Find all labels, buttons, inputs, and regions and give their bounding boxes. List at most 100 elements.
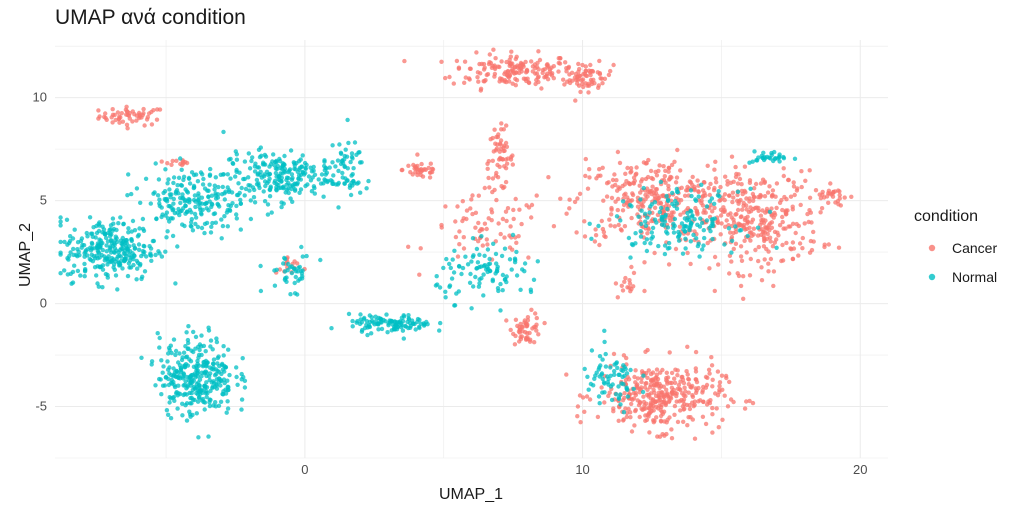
point-normal: [399, 315, 405, 320]
chart-title: UMAP ανά condition: [55, 6, 246, 29]
point-normal: [215, 192, 221, 197]
point-normal: [297, 190, 302, 195]
point-normal: [700, 247, 705, 252]
point-normal: [586, 387, 591, 392]
point-normal: [166, 351, 171, 356]
point-cancer: [730, 199, 735, 205]
point-cancer: [640, 177, 645, 182]
point-cancer: [643, 197, 648, 202]
point-cancer: [643, 418, 648, 423]
point-normal: [509, 267, 514, 272]
point-normal: [514, 249, 519, 255]
point-normal: [234, 203, 239, 209]
point-cancer: [681, 210, 686, 215]
point-cancer: [462, 59, 468, 64]
point-normal: [58, 223, 63, 228]
point-normal: [670, 190, 675, 196]
point-normal: [644, 237, 650, 242]
point-cancer: [806, 219, 811, 225]
point-cancer: [632, 374, 637, 380]
point-cancer: [415, 152, 420, 157]
point-cancer: [490, 176, 496, 181]
point-normal: [292, 280, 297, 286]
point-cancer: [836, 245, 842, 250]
point-cancer: [818, 210, 823, 215]
point-cancer: [701, 384, 706, 390]
point-normal: [94, 273, 99, 278]
point-cancer: [447, 74, 452, 80]
point-cancer: [686, 390, 691, 395]
point-cancer: [650, 184, 655, 189]
point-cancer: [673, 180, 679, 185]
point-normal: [209, 224, 214, 229]
point-normal: [217, 369, 222, 375]
point-normal: [190, 412, 195, 418]
point-cancer: [628, 410, 633, 415]
point-cancer: [468, 66, 473, 72]
point-cancer: [551, 224, 557, 229]
point-normal: [175, 406, 180, 411]
point-normal: [689, 193, 694, 199]
point-normal: [272, 163, 277, 168]
point-cancer: [741, 296, 746, 301]
point-cancer: [522, 320, 527, 325]
point-normal: [184, 209, 190, 214]
y-tick-label: 5: [40, 193, 47, 208]
point-normal: [114, 227, 119, 233]
point-normal: [282, 153, 287, 159]
point-cancer: [477, 228, 482, 234]
point-cancer: [534, 193, 539, 198]
point-cancer: [731, 246, 736, 252]
point-normal: [87, 256, 93, 262]
point-cancer: [791, 180, 796, 185]
point-cancer: [574, 230, 579, 235]
point-normal: [665, 231, 670, 236]
point-normal: [628, 255, 633, 260]
point-normal: [153, 161, 158, 166]
point-cancer: [759, 265, 764, 270]
point-cancer: [513, 83, 518, 88]
point-cancer: [519, 221, 524, 227]
point-normal: [680, 251, 686, 256]
point-cancer: [685, 372, 690, 377]
point-normal: [254, 177, 260, 183]
point-normal: [688, 188, 694, 193]
point-cancer: [722, 192, 728, 197]
point-cancer: [712, 205, 717, 211]
point-cancer: [798, 202, 803, 208]
point-cancer: [537, 57, 543, 63]
point-normal: [61, 268, 67, 273]
point-cancer: [672, 159, 677, 164]
point-normal: [358, 190, 363, 195]
point-cancer: [609, 195, 615, 201]
point-normal: [180, 192, 185, 197]
point-cancer: [505, 206, 511, 211]
point-normal: [208, 230, 214, 235]
point-normal: [189, 391, 194, 396]
point-cancer: [525, 315, 531, 320]
point-normal: [297, 264, 302, 270]
legend-title: condition: [914, 208, 978, 225]
point-normal: [208, 338, 214, 343]
point-normal: [235, 382, 240, 387]
point-cancer: [578, 89, 583, 95]
point-cancer: [648, 168, 654, 174]
point-cancer: [653, 187, 659, 192]
point-cancer: [747, 180, 753, 185]
point-normal: [251, 195, 257, 200]
point-cancer: [635, 376, 641, 381]
point-normal: [745, 233, 750, 239]
point-cancer: [556, 69, 561, 74]
point-normal: [225, 207, 230, 213]
x-tick-label: 0: [301, 462, 308, 477]
point-normal: [196, 395, 202, 401]
point-normal: [129, 229, 134, 234]
point-normal: [155, 193, 161, 198]
point-normal: [410, 321, 416, 326]
point-cancer: [536, 332, 541, 337]
point-cancer: [496, 157, 502, 162]
point-normal: [365, 332, 370, 338]
point-cancer: [461, 235, 466, 240]
point-normal: [158, 377, 163, 382]
